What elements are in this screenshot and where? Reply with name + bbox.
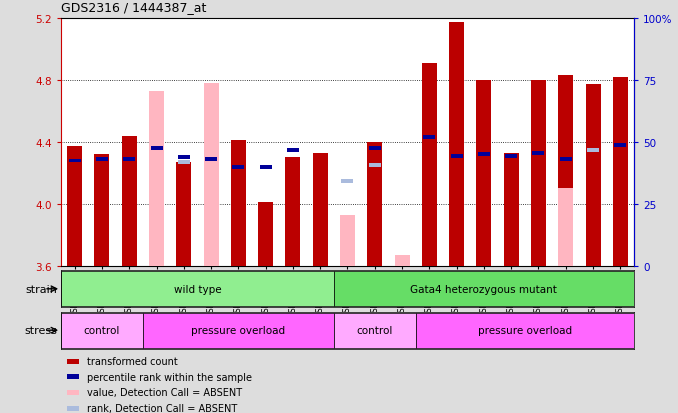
Bar	[313, 153, 327, 266]
Bar	[558, 189, 573, 266]
Text: wild type: wild type	[174, 284, 221, 294]
Bar	[334, 313, 416, 348]
Text: control: control	[84, 325, 120, 335]
Text: GDS2316 / 1444387_at: GDS2316 / 1444387_at	[61, 2, 206, 14]
Bar	[369, 164, 381, 168]
Bar	[205, 158, 217, 161]
Bar	[66, 359, 79, 364]
Bar	[532, 152, 544, 155]
Bar	[478, 153, 490, 157]
Bar	[504, 153, 519, 266]
Bar	[613, 77, 628, 266]
Bar	[149, 91, 164, 266]
Bar	[178, 156, 190, 160]
Bar	[203, 83, 218, 266]
Bar	[68, 159, 81, 163]
Text: rank, Detection Call = ABSENT: rank, Detection Call = ABSENT	[87, 403, 237, 413]
Bar	[531, 81, 546, 266]
Bar	[66, 375, 79, 380]
Text: pressure overload: pressure overload	[478, 325, 572, 335]
Bar	[367, 142, 382, 266]
Bar	[67, 147, 82, 266]
Bar	[123, 158, 135, 161]
Bar	[285, 158, 300, 266]
Bar	[61, 313, 143, 348]
Bar	[449, 23, 464, 266]
Bar	[451, 154, 462, 158]
Bar	[66, 406, 79, 411]
Bar	[395, 256, 410, 266]
Bar	[560, 158, 572, 161]
Bar	[423, 136, 435, 140]
Bar	[369, 147, 381, 151]
Bar	[94, 155, 109, 266]
Bar	[505, 154, 517, 158]
Bar	[422, 64, 437, 266]
Bar	[340, 215, 355, 266]
Bar	[61, 271, 334, 307]
Bar	[96, 158, 108, 161]
Bar	[334, 271, 634, 307]
Text: transformed count: transformed count	[87, 356, 178, 366]
Bar	[143, 313, 334, 348]
Bar	[558, 76, 573, 266]
Bar	[614, 144, 626, 147]
Text: stress: stress	[25, 325, 58, 335]
Text: percentile rank within the sample: percentile rank within the sample	[87, 372, 252, 382]
Bar	[287, 148, 299, 152]
Bar	[231, 141, 246, 266]
Bar	[176, 163, 191, 266]
Bar	[477, 81, 492, 266]
Bar	[342, 179, 353, 183]
Text: pressure overload: pressure overload	[191, 325, 285, 335]
Text: Gata4 heterozygous mutant: Gata4 heterozygous mutant	[410, 284, 557, 294]
Text: value, Detection Call = ABSENT: value, Detection Call = ABSENT	[87, 387, 242, 397]
Bar	[66, 390, 79, 395]
Bar	[233, 165, 244, 169]
Text: control: control	[357, 325, 393, 335]
Bar	[151, 147, 163, 151]
Bar	[586, 85, 601, 266]
Bar	[178, 161, 190, 164]
Bar	[587, 148, 599, 152]
Bar	[416, 313, 634, 348]
Bar	[122, 136, 137, 266]
Bar	[258, 203, 273, 266]
Text: strain: strain	[26, 284, 58, 294]
Bar	[260, 165, 272, 169]
